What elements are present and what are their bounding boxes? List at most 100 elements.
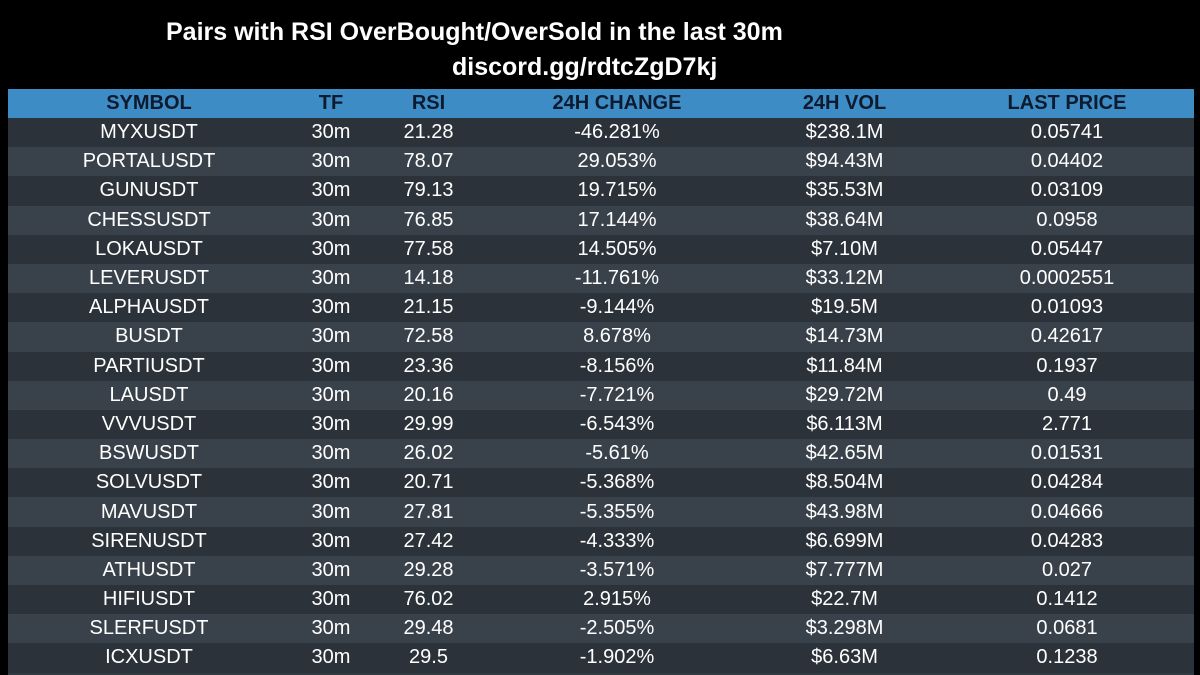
table-row[interactable]: CHESSUSDT 30m 76.85 17.144% $38.64M 0.0958 bbox=[8, 205, 1194, 235]
page-title: Pairs with RSI OverBought/OverSold in th… bbox=[166, 18, 783, 46]
table-row[interactable]: LEVERUSDT 30m 14.18 -11.761% $33.12M 0.000255… bbox=[8, 263, 1194, 294]
symbol-cell: VVVUSDT bbox=[8, 409, 290, 440]
tf-cell: 30m bbox=[290, 468, 372, 498]
symbol-cell: SOLVUSDT bbox=[8, 468, 290, 498]
table-row[interactable]: SOLVUSDT 30m 20.71 -5.368% $8.504M 0.04284 bbox=[8, 468, 1194, 498]
symbol-cell: SLERFUSDT bbox=[8, 614, 290, 644]
symbol-cell: LAUSDT bbox=[8, 380, 290, 410]
table-row[interactable]: PARTIUSDT 30m 23.36 -8.156% $11.84M 0.1937 bbox=[8, 351, 1194, 381]
volume-cell: $33.12M bbox=[749, 263, 940, 294]
column-header-symbol[interactable]: SYMBOL bbox=[8, 89, 290, 118]
tf-cell: 30m bbox=[290, 263, 372, 294]
price-cell: 0.04283 bbox=[940, 526, 1194, 556]
tf-cell: 30m bbox=[290, 409, 372, 440]
rsi-cell: 76.02 bbox=[372, 585, 485, 615]
symbol-cell: PARTIUSDT bbox=[8, 351, 290, 381]
rsi-cell: 29.99 bbox=[372, 409, 485, 440]
symbol-cell: LOKAUSDT bbox=[8, 234, 290, 264]
volume-cell: $7.10M bbox=[749, 234, 940, 264]
symbol-cell: MAVUSDT bbox=[8, 497, 290, 527]
column-header-rsi[interactable]: RSI bbox=[372, 89, 485, 118]
symbol-cell: ALPHAUSDT bbox=[8, 293, 290, 323]
table-row[interactable]: LOKAUSDT 30m 77.58 14.505% $7.10M 0.05447 bbox=[8, 234, 1194, 264]
price-cell: 0.027 bbox=[940, 555, 1194, 585]
symbol-cell: PORTALUSDT bbox=[8, 147, 290, 177]
table-row[interactable]: MAVUSDT 30m 27.81 -5.355% $43.98M 0.04666 bbox=[8, 497, 1194, 527]
volume-cell: $6.63M bbox=[749, 643, 940, 673]
tf-cell: 30m bbox=[290, 118, 372, 148]
price-cell: 0.01093 bbox=[940, 293, 1194, 323]
table-row[interactable]: GUNUSDT 30m 79.13 19.715% $35.53M 0.03109 bbox=[8, 176, 1194, 206]
volume-cell: $42.65M bbox=[749, 439, 940, 469]
tf-cell: 30m bbox=[290, 585, 372, 615]
discord-link[interactable]: discord.gg/rdtcZgD7kj bbox=[452, 53, 718, 81]
price-cell: 0.01531 bbox=[940, 439, 1194, 469]
table-row[interactable]: SIRENUSDT 30m 27.42 -4.333% $6.699M 0.04283 bbox=[8, 526, 1194, 556]
tf-cell: 30m bbox=[290, 205, 372, 235]
table-row[interactable]: ATHUSDT 30m 29.28 -3.571% $7.777M 0.027 bbox=[8, 555, 1194, 585]
tf-cell: 30m bbox=[290, 234, 372, 264]
change-cell: 17.144% bbox=[485, 205, 749, 235]
change-cell: -4.333% bbox=[485, 526, 749, 556]
price-cell: 0.05447 bbox=[940, 234, 1194, 264]
tf-cell: 30m bbox=[290, 643, 372, 673]
price-cell: 2.771 bbox=[940, 409, 1194, 440]
rsi-cell: 26.02 bbox=[372, 439, 485, 469]
symbol-cell: LEVERUSDT bbox=[8, 263, 290, 294]
change-cell: 29.053% bbox=[485, 147, 749, 177]
table-row[interactable]: MYXUSDT 30m 21.28 -46.281% $238.1M 0.05741 bbox=[8, 118, 1194, 148]
volume-cell: $94.43M bbox=[749, 147, 940, 177]
rsi-cell: 14.18 bbox=[372, 263, 485, 294]
rsi-pairs-table: SYMBOL TF RSI 24H CHANGE 24H VOL LAST PR… bbox=[8, 89, 1194, 673]
rsi-cell: 77.58 bbox=[372, 234, 485, 264]
tf-cell: 30m bbox=[290, 380, 372, 410]
change-cell: -9.144% bbox=[485, 293, 749, 323]
symbol-cell: SIRENUSDT bbox=[8, 526, 290, 556]
table-row[interactable]: SLERFUSDT 30m 29.48 -2.505% $3.298M 0.0681 bbox=[8, 614, 1194, 644]
column-header-tf[interactable]: TF bbox=[290, 89, 372, 118]
table-row[interactable]: ALPHAUSDT 30m 21.15 -9.144% $19.5M 0.01093 bbox=[8, 293, 1194, 323]
volume-cell: $14.73M bbox=[749, 322, 940, 352]
price-cell: 0.03109 bbox=[940, 176, 1194, 206]
tf-cell: 30m bbox=[290, 147, 372, 177]
table-row[interactable]: VVVUSDT 30m 29.99 -6.543% $6.113M 2.771 bbox=[8, 409, 1194, 440]
change-cell: -7.721% bbox=[485, 380, 749, 410]
rsi-cell: 20.16 bbox=[372, 380, 485, 410]
column-header-24h-vol[interactable]: 24H VOL bbox=[749, 89, 940, 118]
price-cell: 0.1937 bbox=[940, 351, 1194, 381]
symbol-cell: HIFIUSDT bbox=[8, 585, 290, 615]
table-row[interactable]: LAUSDT 30m 20.16 -7.721% $29.72M 0.49 bbox=[8, 380, 1194, 410]
volume-cell: $38.64M bbox=[749, 205, 940, 235]
symbol-cell: CHESSUSDT bbox=[8, 205, 290, 235]
change-cell: 2.915% bbox=[485, 585, 749, 615]
price-cell: 0.04666 bbox=[940, 497, 1194, 527]
rsi-cell: 72.58 bbox=[372, 322, 485, 352]
rsi-cell: 27.81 bbox=[372, 497, 485, 527]
table-row[interactable]: BSWUSDT 30m 26.02 -5.61% $42.65M 0.01531 bbox=[8, 439, 1194, 469]
tf-cell: 30m bbox=[290, 555, 372, 585]
table-row[interactable]: PORTALUSDT 30m 78.07 29.053% $94.43M 0.04402 bbox=[8, 147, 1194, 177]
table-row[interactable]: HIFIUSDT 30m 76.02 2.915% $22.7M 0.1412 bbox=[8, 585, 1194, 615]
volume-cell: $22.7M bbox=[749, 585, 940, 615]
change-cell: -2.505% bbox=[485, 614, 749, 644]
change-cell: 14.505% bbox=[485, 234, 749, 264]
column-header-last-price[interactable]: LAST PRICE bbox=[940, 89, 1194, 118]
rsi-cell: 79.13 bbox=[372, 176, 485, 206]
rsi-cell: 27.42 bbox=[372, 526, 485, 556]
rsi-table-container: SYMBOL TF RSI 24H CHANGE 24H VOL LAST PR… bbox=[8, 89, 1194, 675]
table-row[interactable]: BUSDT 30m 72.58 8.678% $14.73M 0.42617 bbox=[8, 322, 1194, 352]
change-cell: 19.715% bbox=[485, 176, 749, 206]
volume-cell: $238.1M bbox=[749, 118, 940, 148]
table-header-row: SYMBOL TF RSI 24H CHANGE 24H VOL LAST PR… bbox=[8, 89, 1194, 118]
symbol-cell: ICXUSDT bbox=[8, 643, 290, 673]
change-cell: -1.902% bbox=[485, 643, 749, 673]
tf-cell: 30m bbox=[290, 322, 372, 352]
table-row[interactable]: ICXUSDT 30m 29.5 -1.902% $6.63M 0.1238 bbox=[8, 643, 1194, 673]
change-cell: -11.761% bbox=[485, 263, 749, 294]
tf-cell: 30m bbox=[290, 439, 372, 469]
price-cell: 0.1412 bbox=[940, 585, 1194, 615]
tf-cell: 30m bbox=[290, 176, 372, 206]
change-cell: -5.61% bbox=[485, 439, 749, 469]
column-header-24h-change[interactable]: 24H CHANGE bbox=[485, 89, 749, 118]
rsi-cell: 76.85 bbox=[372, 205, 485, 235]
